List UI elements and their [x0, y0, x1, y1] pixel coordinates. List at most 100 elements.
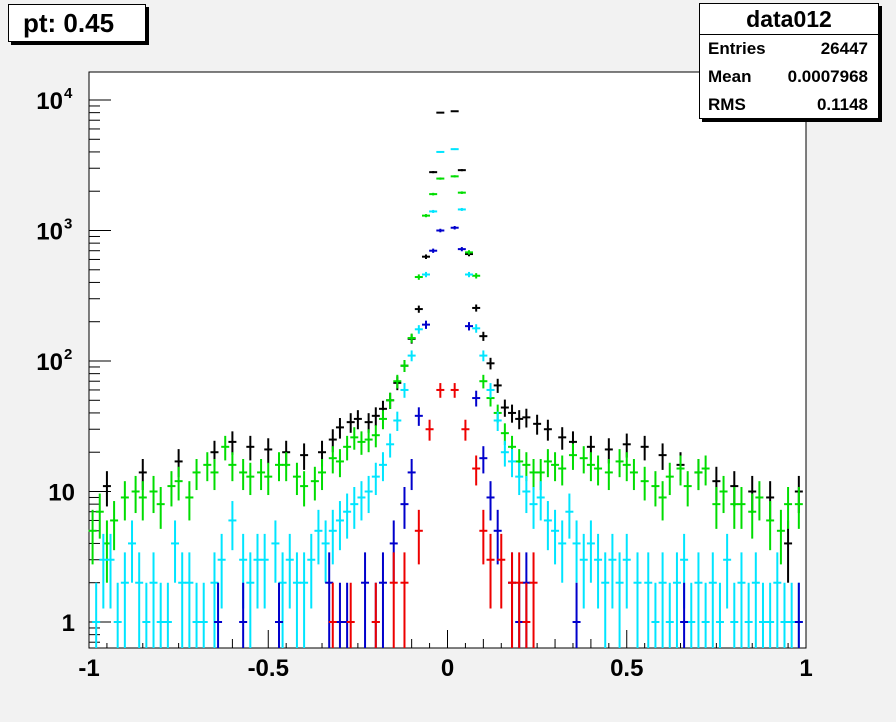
data-point: [300, 552, 309, 648]
data-point: [465, 271, 474, 278]
stats-label: Entries: [708, 39, 766, 58]
data-point: [493, 509, 502, 565]
data-point: [282, 452, 291, 482]
data-point: [429, 248, 438, 253]
data-point: [199, 582, 208, 648]
stats-row-rms: RMS 0.1148: [700, 91, 878, 119]
data-point: [214, 582, 223, 648]
data-point: [328, 446, 337, 474]
data-point: [651, 471, 660, 507]
data-point: [755, 481, 764, 521]
x-tick-label: 0: [441, 655, 454, 682]
data-point: [450, 226, 459, 230]
data-point: [536, 481, 545, 521]
data-point: [766, 501, 775, 551]
x-tick-label: -0.5: [248, 655, 289, 682]
y-tick-label: 1: [62, 610, 75, 637]
data-point: [522, 475, 531, 514]
data-point: [622, 452, 631, 482]
data-point: [400, 486, 409, 529]
data-point: [683, 471, 692, 507]
data-point: [472, 324, 481, 333]
data-point: [694, 552, 703, 648]
data-point: [99, 533, 108, 609]
data-point: [378, 452, 387, 482]
data-point: [221, 435, 230, 461]
data-point: [192, 582, 201, 648]
data-point: [128, 520, 137, 583]
data-point: [393, 411, 402, 431]
data-point: [737, 552, 746, 648]
data-point: [479, 446, 488, 474]
data-point: [522, 582, 531, 648]
data-point: [92, 582, 101, 648]
data-point: [479, 350, 488, 362]
data-point: [135, 552, 144, 648]
stats-header: data012: [700, 4, 878, 35]
data-point: [558, 427, 567, 450]
data-point: [335, 582, 344, 648]
data-point: [658, 481, 667, 521]
data-point: [246, 462, 255, 496]
data-point: [500, 440, 509, 467]
data-point: [436, 228, 445, 233]
data-point: [310, 466, 319, 501]
data-point: [558, 455, 567, 486]
data-point: [701, 582, 710, 648]
data-point: [88, 509, 97, 565]
data-point: [486, 357, 495, 370]
data-series: [92, 148, 803, 648]
data-point: [730, 582, 739, 648]
data-point: [300, 443, 309, 470]
data-point: [185, 552, 194, 648]
data-point: [350, 486, 359, 529]
data-point: [608, 533, 617, 609]
data-point: [687, 582, 696, 648]
data-point: [457, 169, 466, 172]
stats-value: 26447: [820, 39, 868, 58]
data-point: [120, 552, 129, 648]
data-point: [328, 582, 337, 648]
data-point: [651, 582, 660, 648]
data-point: [429, 192, 438, 196]
data-point: [658, 552, 667, 648]
data-point: [110, 501, 119, 551]
x-tick-label: -1: [78, 655, 99, 682]
data-point: [185, 481, 194, 521]
stats-row-entries: Entries 26447: [700, 35, 878, 63]
data-point: [246, 435, 255, 461]
data-point: [357, 481, 366, 521]
data-point: [314, 509, 323, 565]
data-point: [615, 449, 624, 478]
data-point: [723, 533, 732, 609]
data-point: [343, 493, 352, 539]
data-point: [640, 435, 649, 461]
data-point: [794, 582, 803, 648]
data-point: [794, 486, 803, 529]
data-point: [335, 501, 344, 551]
data-point: [285, 533, 294, 609]
data-point: [472, 304, 481, 312]
plot-title-box: pt: 0.45: [8, 4, 146, 42]
data-point: [318, 459, 327, 491]
data-point: [292, 462, 301, 496]
data-point: [142, 582, 151, 648]
data-point: [730, 486, 739, 529]
data-point: [421, 320, 430, 329]
data-point: [436, 150, 445, 153]
data-point: [719, 475, 728, 514]
data-point: [472, 273, 481, 279]
data-point: [784, 520, 793, 583]
data-point: [361, 552, 370, 648]
data-point: [565, 493, 574, 539]
data-point: [275, 582, 284, 648]
stats-value: 0.0007968: [787, 67, 868, 86]
data-point: [737, 486, 746, 529]
data-point: [529, 552, 538, 648]
data-point: [350, 427, 359, 450]
data-point: [486, 533, 495, 609]
data-point: [371, 425, 380, 448]
stats-box: data012 Entries 26447 Mean 0.0007968 RMS…: [699, 3, 879, 119]
plot-title: pt: 0.45: [23, 8, 115, 38]
data-point: [780, 582, 789, 648]
